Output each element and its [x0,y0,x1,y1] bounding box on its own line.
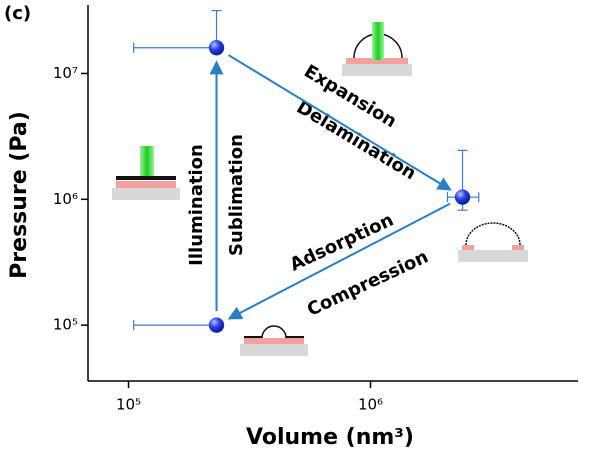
panel-label: (c) [4,3,31,24]
x-tick-label: 10⁶ [358,396,383,414]
x-axis-label: Volume (nm³) [246,425,414,450]
y-axis-label: Pressure (Pa) [7,111,32,279]
cycle-arrow [227,54,452,191]
icon-illumination [112,146,180,200]
annotation: Sublimation [226,134,247,256]
icon-compressed [240,325,308,356]
annotation: Illumination [186,144,207,266]
y-tick-label: 10⁷ [53,64,78,82]
data-point [454,189,471,205]
cycle-arrow [227,202,451,320]
data-point [208,40,225,56]
x-tick-label: 10⁵ [116,396,141,414]
data-point [208,317,225,333]
y-tick-label: 10⁵ [53,316,78,334]
icon-delaminated [458,222,528,262]
y-tick-label: 10⁶ [53,190,78,208]
icon-expansion [342,22,412,76]
